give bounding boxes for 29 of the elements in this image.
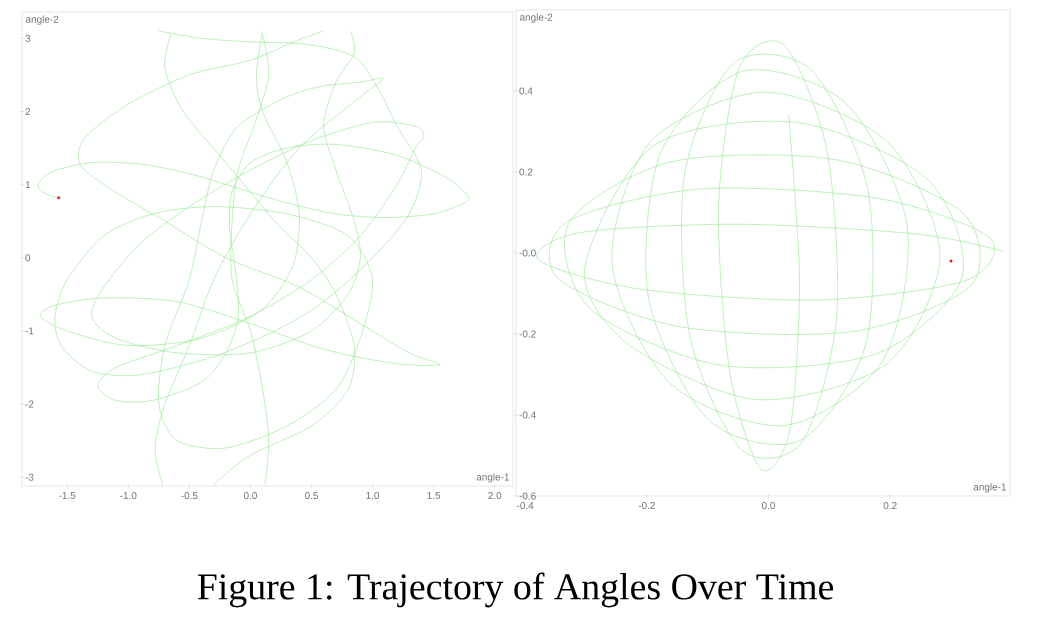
y-tick-label: -1 [25,327,34,335]
x-tick-label: 0.0 [243,492,257,500]
y-tick-label: -0.2 [519,330,536,338]
y-tick-label: -0.4 [519,411,536,419]
y-axis-title: angle-2 [519,13,553,23]
x-tick-label: -0.5 [181,492,198,500]
caption: Figure 1: Trajectory of Angles Over Time [197,572,834,608]
y-tick-label: 0 [25,254,31,262]
x-tick-label: 1.5 [427,492,441,499]
x-axis-title: angle-1 [973,483,1007,493]
x-tick-label: -1.5 [59,492,76,499]
y-axis-title: angle-2 [25,15,59,25]
x-tick-label: 2.0 [488,492,502,500]
y-tick-label: -3 [25,473,34,481]
x-tick-label: 0.2 [883,502,897,510]
x-tick-label: -0.2 [638,502,655,510]
y-tick-label: 0.2 [519,168,533,176]
y-tick-label: 1 [25,181,31,189]
y-tick-label: 2 [25,107,31,115]
x-tick-label: 0.5 [304,492,318,500]
y-tick-label: 3 [25,34,31,42]
y-tick-label: 0.4 [519,87,533,95]
x-tick-label: 0.0 [761,502,776,510]
y-tick-label: -0.6 [519,492,536,500]
x-tick-label: 1.0 [366,492,380,500]
x-tick-label: -1.0 [120,492,137,500]
y-tick-label: -2 [25,400,34,408]
x-axis-title: angle-1 [476,473,509,483]
y-tick-label: -0.0 [519,249,536,257]
